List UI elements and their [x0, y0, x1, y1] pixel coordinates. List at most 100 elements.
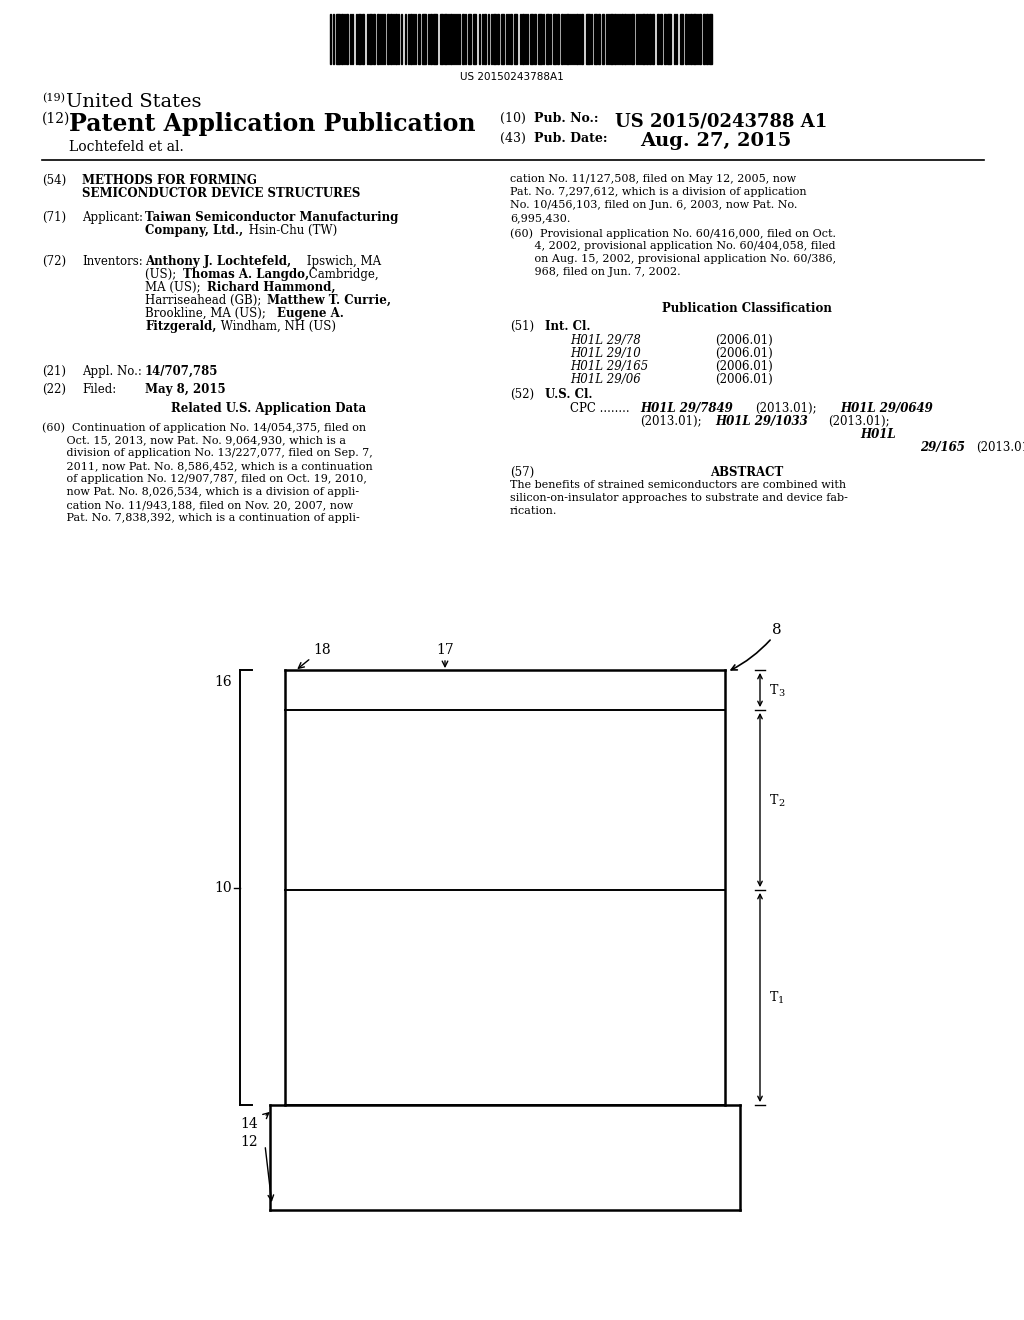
Text: SEMICONDUCTOR DEVICE STRUCTURES: SEMICONDUCTOR DEVICE STRUCTURES: [82, 187, 360, 201]
Bar: [285, 710, 725, 890]
Text: Thomas A. Langdo,: Thomas A. Langdo,: [183, 268, 309, 281]
Text: (US);: (US);: [145, 268, 180, 281]
Text: Cambridge,: Cambridge,: [305, 268, 379, 281]
Bar: [410, 15, 412, 63]
Text: H01L 29/7849: H01L 29/7849: [640, 403, 733, 414]
Text: division of application No. 13/227,077, filed on Sep. 7,: division of application No. 13/227,077, …: [42, 447, 373, 458]
Bar: [433, 15, 437, 63]
Text: 3: 3: [778, 689, 784, 697]
Text: (57): (57): [510, 466, 535, 479]
Bar: [440, 15, 443, 63]
Text: (2006.01): (2006.01): [715, 374, 773, 385]
Bar: [418, 15, 420, 63]
Text: Inventors:: Inventors:: [82, 255, 142, 268]
Text: 14/707,785: 14/707,785: [145, 366, 218, 378]
Text: Richard Hammond,: Richard Hammond,: [207, 281, 336, 294]
Text: 6,995,430.: 6,995,430.: [510, 213, 570, 223]
Bar: [462, 15, 464, 63]
Text: (2006.01): (2006.01): [715, 360, 773, 374]
Text: US 2015/0243788 A1: US 2015/0243788 A1: [615, 112, 827, 129]
Text: T: T: [770, 793, 778, 807]
Bar: [387, 15, 389, 63]
Text: 1: 1: [778, 997, 784, 1005]
Text: Aug. 27, 2015: Aug. 27, 2015: [640, 132, 792, 150]
Bar: [621, 15, 623, 63]
Text: (2006.01): (2006.01): [715, 334, 773, 347]
Bar: [566, 15, 569, 63]
Bar: [709, 15, 712, 63]
Bar: [703, 15, 705, 63]
Bar: [602, 15, 604, 63]
Bar: [642, 15, 645, 63]
Text: (2006.01): (2006.01): [715, 347, 773, 360]
Bar: [514, 15, 517, 63]
Text: Brookline, MA (US);: Brookline, MA (US);: [145, 308, 269, 319]
Text: 16: 16: [214, 675, 232, 689]
Text: Lochtefeld et al.: Lochtefeld et al.: [69, 140, 183, 154]
Text: (2013.01);: (2013.01);: [828, 414, 890, 428]
Text: 10: 10: [214, 880, 232, 895]
Text: 2011, now Pat. No. 8,586,452, which is a continuation: 2011, now Pat. No. 8,586,452, which is a…: [42, 461, 373, 471]
Bar: [538, 15, 542, 63]
Text: Taiwan Semiconductor Manufacturing: Taiwan Semiconductor Manufacturing: [145, 211, 398, 224]
Bar: [390, 15, 392, 63]
Bar: [631, 15, 634, 63]
Bar: [450, 15, 452, 63]
Bar: [610, 15, 613, 63]
Bar: [377, 15, 379, 63]
Text: H01L 29/06: H01L 29/06: [570, 374, 641, 385]
Text: Company, Ltd.,: Company, Ltd.,: [145, 224, 243, 238]
Text: 14: 14: [241, 1117, 258, 1131]
Bar: [685, 15, 687, 63]
Text: (22): (22): [42, 383, 66, 396]
Bar: [680, 15, 683, 63]
Text: (2013.01);: (2013.01);: [755, 403, 816, 414]
Text: H01L 29/1033: H01L 29/1033: [715, 414, 808, 428]
Bar: [664, 15, 666, 63]
Bar: [657, 15, 659, 63]
Bar: [270, 1105, 740, 1210]
Bar: [444, 15, 447, 63]
Text: Pub. No.:: Pub. No.:: [534, 112, 598, 125]
Text: (72): (72): [42, 255, 67, 268]
Bar: [561, 15, 563, 63]
Text: (52): (52): [510, 388, 535, 401]
Text: Pub. Date:: Pub. Date:: [534, 132, 607, 145]
Text: silicon-on-insulator approaches to substrate and device fab-: silicon-on-insulator approaches to subst…: [510, 492, 848, 503]
Text: rication.: rication.: [510, 506, 557, 516]
Text: 4, 2002, provisional application No. 60/404,058, filed: 4, 2002, provisional application No. 60/…: [510, 242, 836, 251]
Text: United States: United States: [66, 92, 202, 111]
Text: Related U.S. Application Data: Related U.S. Application Data: [171, 403, 366, 414]
Text: (2013.01): (2013.01): [976, 441, 1024, 454]
Text: Int. Cl.: Int. Cl.: [545, 319, 591, 333]
Bar: [534, 15, 536, 63]
Bar: [346, 15, 348, 63]
Text: 29/165: 29/165: [920, 441, 965, 454]
Text: (2013.01);: (2013.01);: [640, 414, 701, 428]
Text: T: T: [770, 991, 778, 1005]
Bar: [586, 15, 590, 63]
Text: cation No. 11/943,188, filed on Nov. 20, 2007, now: cation No. 11/943,188, filed on Nov. 20,…: [42, 500, 353, 510]
Bar: [369, 15, 372, 63]
Text: Filed:: Filed:: [82, 383, 117, 396]
Text: 18: 18: [313, 643, 331, 657]
Bar: [557, 15, 559, 63]
Text: Oct. 15, 2013, now Pat. No. 9,064,930, which is a: Oct. 15, 2013, now Pat. No. 9,064,930, w…: [42, 436, 346, 445]
Text: on Aug. 15, 2002, provisional application No. 60/386,: on Aug. 15, 2002, provisional applicatio…: [510, 253, 837, 264]
Text: Harriseahead (GB);: Harriseahead (GB);: [145, 294, 265, 308]
Text: No. 10/456,103, filed on Jun. 6, 2003, now Pat. No.: No. 10/456,103, filed on Jun. 6, 2003, n…: [510, 201, 798, 210]
Bar: [484, 15, 486, 63]
Text: (60)  Provisional application No. 60/416,000, filed on Oct.: (60) Provisional application No. 60/416,…: [510, 228, 836, 239]
Bar: [624, 15, 626, 63]
Bar: [598, 15, 600, 63]
Text: cation No. 11/127,508, filed on May 12, 2005, now: cation No. 11/127,508, filed on May 12, …: [510, 174, 796, 183]
Text: (10): (10): [500, 112, 526, 125]
Text: H01L 29/0649: H01L 29/0649: [840, 403, 933, 414]
Bar: [336, 15, 340, 63]
Bar: [468, 15, 471, 63]
Bar: [594, 15, 597, 63]
Bar: [473, 15, 476, 63]
Bar: [373, 15, 375, 63]
Bar: [667, 15, 671, 63]
Text: 2: 2: [778, 799, 784, 808]
